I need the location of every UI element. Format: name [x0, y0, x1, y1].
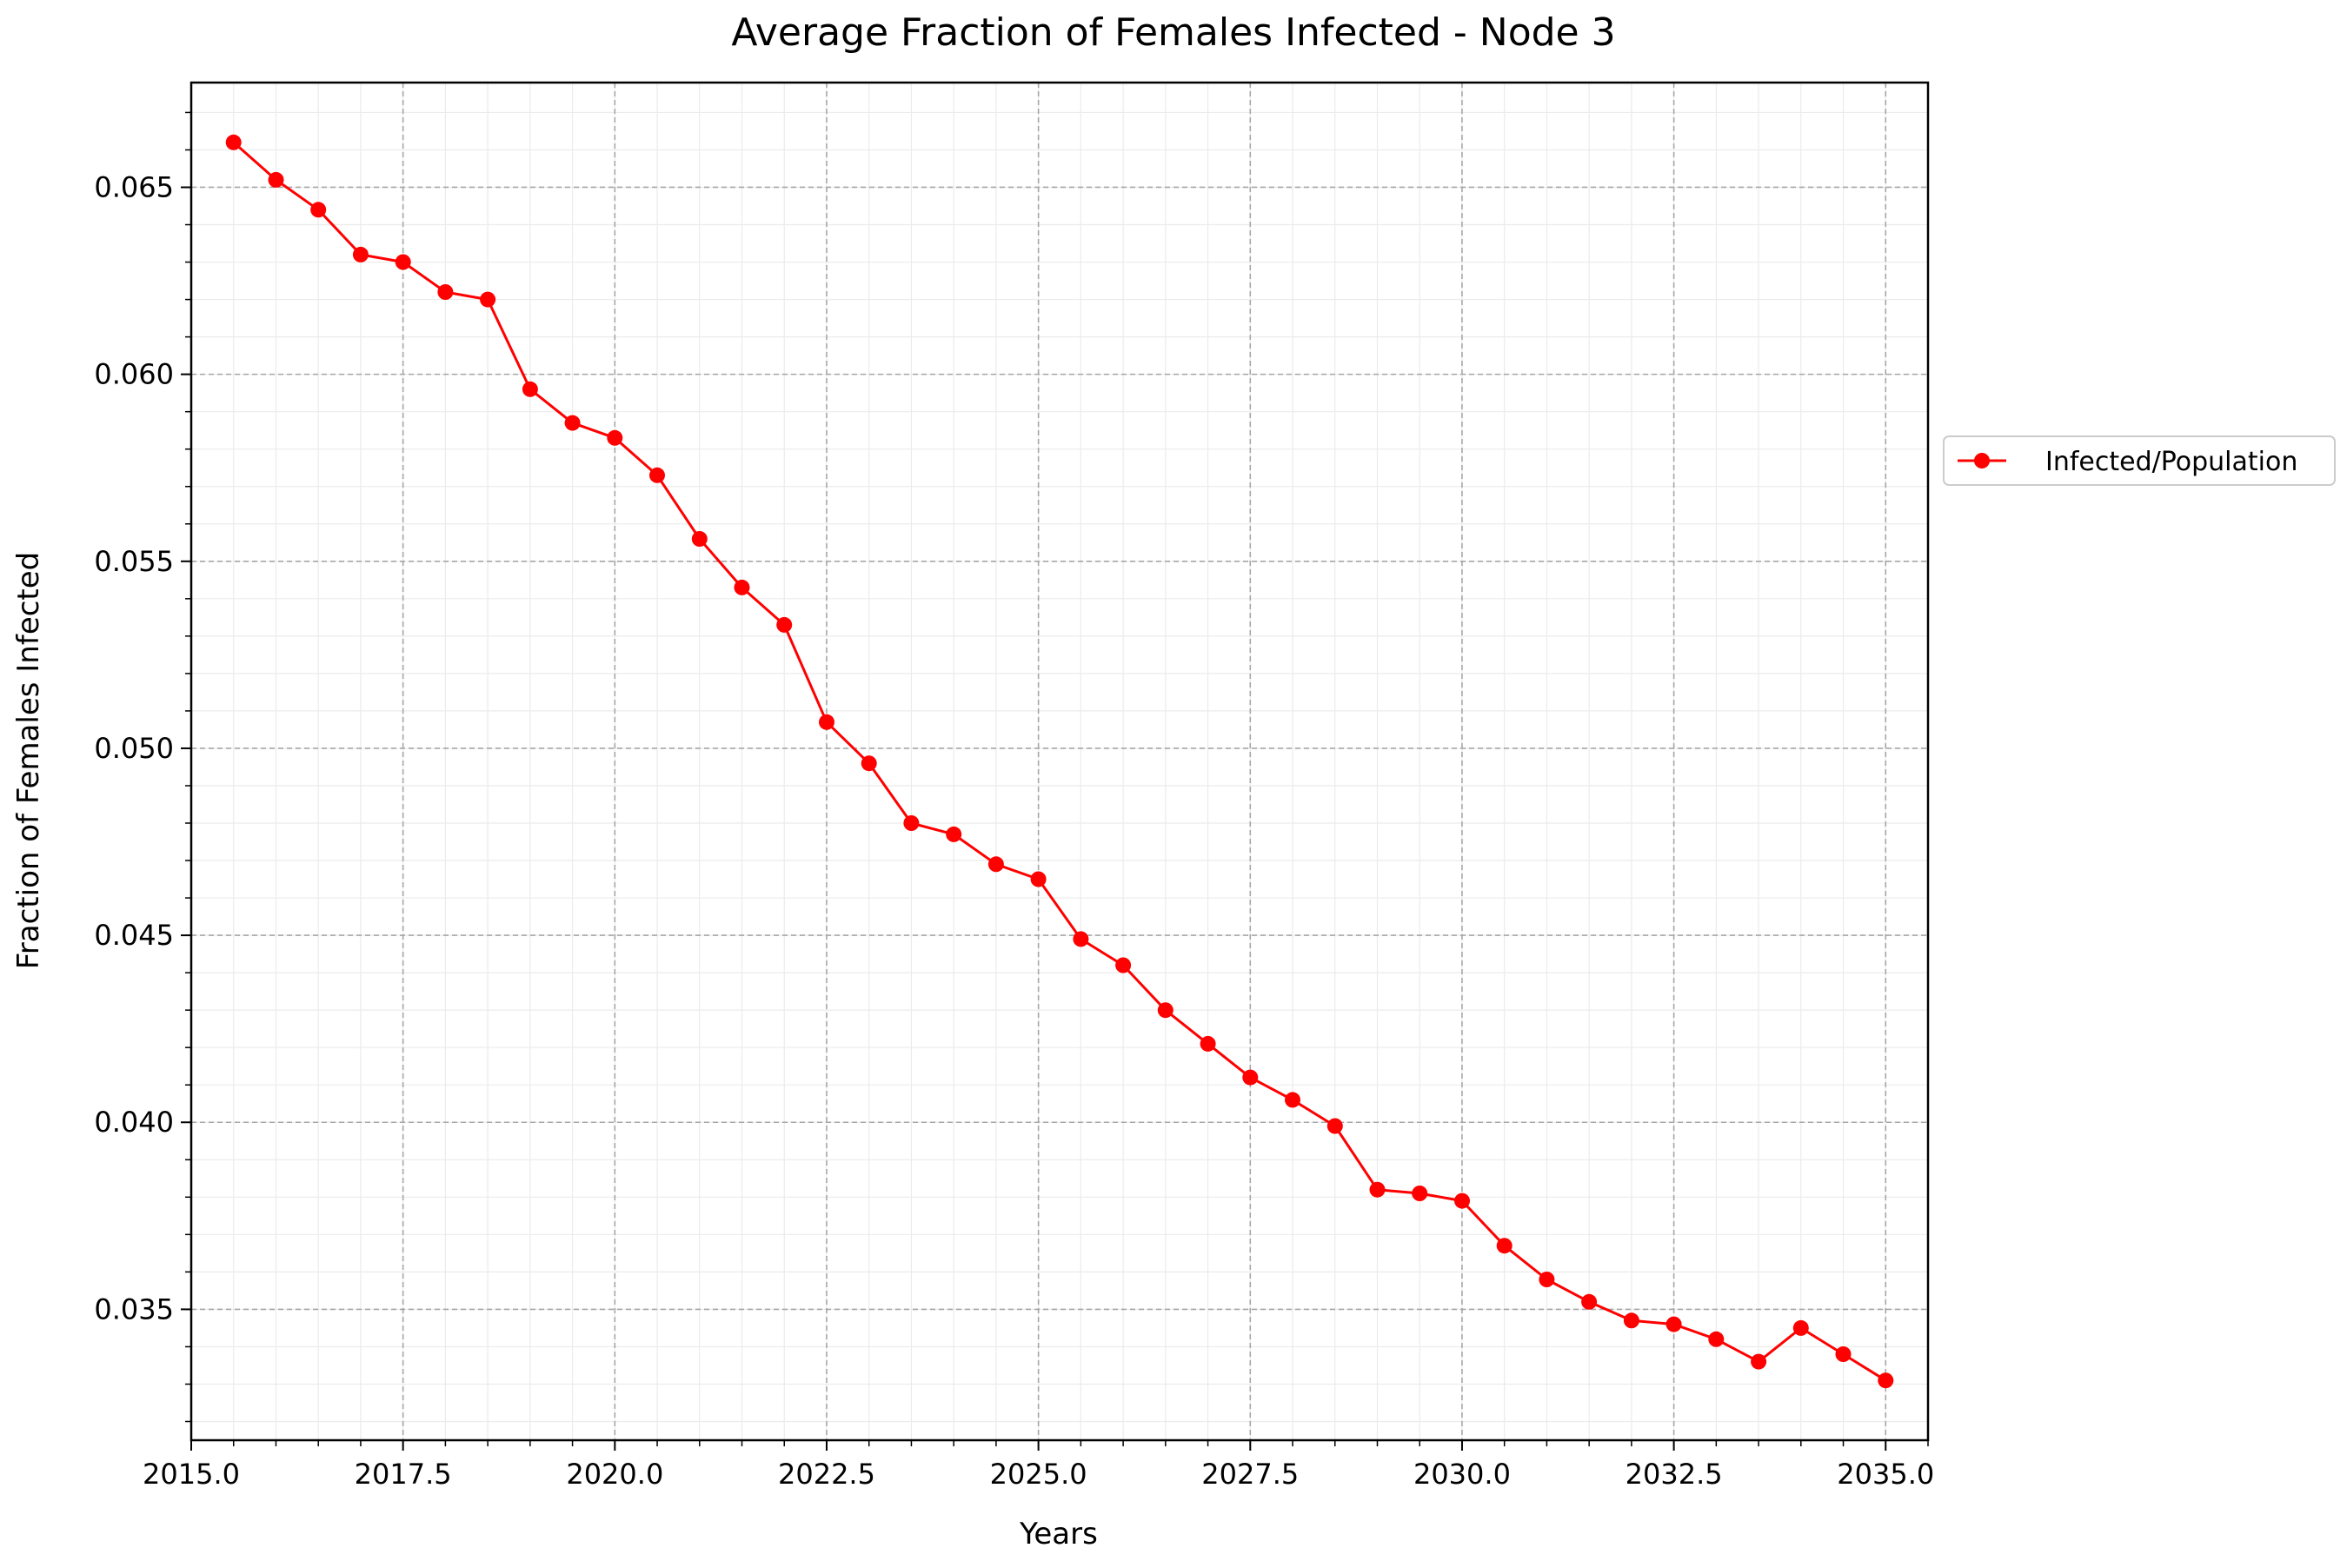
data-point: [268, 171, 284, 188]
data-point: [691, 531, 708, 547]
legend-box: [1943, 435, 2336, 486]
data-point: [734, 579, 750, 595]
legend-label-infected-population: Infected/Population: [2045, 447, 2297, 477]
data-point: [1666, 1316, 1682, 1332]
data-point: [607, 429, 623, 446]
data-point: [987, 856, 1004, 873]
y-tick-label: 0.050: [94, 732, 174, 765]
y-tick-label: 0.060: [94, 358, 174, 391]
data-point: [437, 284, 454, 300]
data-point: [1073, 931, 1089, 947]
x-tick-label: 2030.0: [1413, 1458, 1511, 1491]
axis-ticks: 2015.0 2017.5 2020.0 2022.5 2025.0 2027.5 2030…: [94, 111, 1934, 1491]
data-point: [1157, 1002, 1174, 1019]
major-grid: [190, 83, 1928, 1440]
x-tick-label: 2022.5: [778, 1458, 875, 1491]
y-axis-label: Fraction of Females Infected: [11, 552, 46, 970]
data-point: [1751, 1353, 1767, 1370]
data-point: [776, 616, 793, 633]
y-tick-label: 0.035: [94, 1292, 174, 1325]
x-axis-label: Years: [1019, 1517, 1098, 1551]
y-tick-label: 0.045: [94, 919, 174, 952]
y-tick-label: 0.040: [94, 1106, 174, 1139]
data-point: [1454, 1193, 1470, 1209]
data-point: [1369, 1181, 1386, 1198]
data-point: [1285, 1092, 1300, 1108]
y-tick-label: 0.065: [94, 170, 174, 203]
data-point: [1115, 957, 1132, 973]
data-point: [480, 291, 496, 308]
data-point: [1708, 1331, 1725, 1347]
x-tick-label: 2017.5: [355, 1458, 452, 1491]
data-point: [1792, 1319, 1809, 1336]
data-point: [946, 826, 962, 842]
data-point: [1496, 1238, 1513, 1254]
x-tick-label: 2035.0: [1837, 1458, 1934, 1491]
series-line-infected-population: [232, 141, 1887, 1382]
x-tick-label: 2032.5: [1626, 1458, 1723, 1491]
plot-frame: [189, 81, 1930, 1442]
x-tick-label: 2015.0: [143, 1458, 240, 1491]
data-point: [1326, 1118, 1343, 1134]
series-layer: [225, 134, 1894, 1389]
data-point: [903, 815, 920, 831]
data-point: [1623, 1312, 1639, 1329]
data-point: [352, 246, 369, 262]
data-point: [395, 254, 411, 270]
y-tick-label: 0.055: [94, 545, 174, 578]
legend: Infected/Population: [1943, 435, 2336, 486]
data-point: [1878, 1372, 1894, 1389]
data-point: [1242, 1069, 1259, 1086]
data-point: [310, 202, 327, 218]
legend-marker-swatch: [1974, 453, 1990, 468]
data-point: [564, 415, 581, 431]
data-point: [1412, 1186, 1428, 1201]
data-point: [1835, 1346, 1852, 1362]
chart-title: Average Fraction of Females Infected - N…: [731, 10, 1615, 55]
data-point: [1200, 1035, 1216, 1052]
x-tick-label: 2025.0: [990, 1458, 1087, 1491]
data-point: [1030, 871, 1047, 887]
data-point: [649, 467, 665, 483]
data-point: [522, 381, 538, 397]
data-point: [225, 134, 242, 150]
data-point: [819, 714, 834, 730]
x-tick-label: 2020.0: [566, 1458, 663, 1491]
data-point: [861, 755, 877, 772]
data-point: [1581, 1293, 1598, 1310]
x-tick-label: 2027.5: [1201, 1458, 1299, 1491]
minor-grid: [190, 83, 1929, 1440]
data-point: [1539, 1272, 1555, 1287]
